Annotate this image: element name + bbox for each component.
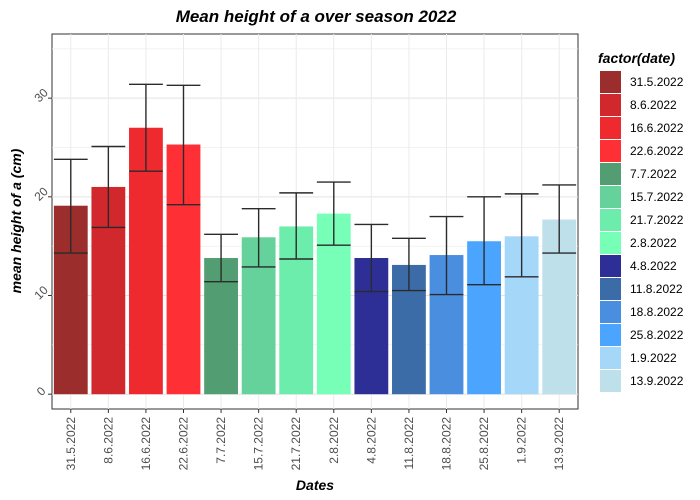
legend-swatch (600, 370, 621, 392)
error-bar (241, 207, 276, 268)
error-bar (467, 196, 501, 286)
x-tick-label: 18.8.2022 (440, 417, 454, 471)
legend-swatch (600, 140, 621, 162)
legend-swatch (600, 163, 621, 185)
error-bars (53, 83, 577, 296)
error-bar (354, 223, 389, 293)
x-axis: 31.5.2022 8.6.2022 16.6.2022 22.6.2022 7.7.2… (64, 409, 566, 470)
x-tick-label: 4.8.2022 (364, 417, 378, 464)
legend-item: 18.8.2022 (600, 301, 684, 323)
error-bar (91, 145, 126, 229)
legend-swatch (600, 324, 621, 346)
legend-item: 25.8.2022 (600, 324, 684, 346)
legend-label: 11.8.2022 (630, 282, 683, 296)
x-axis-title: Dates (296, 477, 334, 493)
bar (129, 127, 163, 395)
legend: 31.5.2022 8.6.2022 16.6.2022 22.6.2022 7.7.2… (600, 71, 684, 392)
legend-swatch (600, 301, 621, 323)
legend-label: 25.8.2022 (630, 328, 684, 342)
x-tick-label: 25.8.2022 (477, 417, 491, 471)
legend-swatch (600, 255, 621, 277)
x-tick-label: 1.9.2022 (515, 417, 529, 464)
x-tick-label: 11.8.2022 (402, 417, 416, 470)
legend-label: 18.8.2022 (630, 305, 684, 319)
legend-swatch (600, 209, 621, 231)
legend-swatch (600, 117, 621, 139)
legend-title: factor(date) (598, 50, 675, 66)
x-tick-label: 13.9.2022 (552, 417, 566, 471)
y-axis-title: mean height of a (cm) (8, 148, 24, 293)
legend-label: 13.9.2022 (630, 374, 684, 388)
x-tick-label: 21.7.2022 (289, 417, 303, 471)
error-bar (166, 84, 201, 206)
x-tick-label: 31.5.2022 (64, 417, 78, 471)
legend-item: 22.6.2022 (600, 140, 684, 162)
error-bar (542, 184, 577, 254)
error-bar (53, 158, 88, 254)
legend-label: 7.7.2022 (630, 167, 677, 181)
error-bar (504, 193, 539, 278)
x-tick-label: 8.6.2022 (101, 417, 115, 464)
error-bar (129, 83, 163, 172)
x-tick-label: 7.7.2022 (214, 417, 228, 464)
legend-item: 11.8.2022 (600, 278, 683, 300)
y-tick-label: 20 (31, 184, 51, 204)
legend-label: 22.6.2022 (630, 144, 684, 158)
error-bar (316, 181, 351, 246)
chart-title: Mean height of a over season 2022 (176, 7, 457, 26)
y-tick-label: 0 (34, 384, 49, 399)
legend-item: 1.9.2022 (600, 347, 677, 369)
legend-swatch (600, 232, 621, 254)
legend-item: 16.6.2022 (600, 117, 684, 139)
legend-item: 15.7.2022 (600, 186, 684, 208)
legend-swatch (600, 347, 621, 369)
legend-label: 2.8.2022 (630, 236, 677, 250)
y-tick-label: 10 (31, 283, 51, 303)
x-tick-label: 2.8.2022 (327, 417, 341, 464)
legend-label: 8.6.2022 (630, 98, 677, 112)
legend-swatch (600, 186, 621, 208)
legend-item: 31.5.2022 (600, 71, 684, 93)
legend-swatch (600, 278, 621, 300)
legend-label: 31.5.2022 (630, 75, 684, 89)
legend-item: 8.6.2022 (600, 94, 677, 116)
x-tick-label: 22.6.2022 (177, 417, 191, 471)
x-tick-label: 15.7.2022 (252, 417, 266, 471)
error-bar (204, 233, 238, 283)
error-bar (429, 215, 464, 296)
legend-label: 21.7.2022 (630, 213, 684, 227)
legend-label: 16.6.2022 (630, 121, 684, 135)
y-tick-label: 30 (31, 85, 51, 105)
legend-item: 2.8.2022 (600, 232, 677, 254)
error-bar (392, 237, 426, 292)
legend-label: 4.8.2022 (630, 259, 677, 273)
legend-swatch (600, 94, 621, 116)
y-axis: 0 10 20 30 (31, 85, 52, 399)
legend-item: 13.9.2022 (600, 370, 684, 392)
legend-swatch (600, 71, 621, 93)
legend-item: 4.8.2022 (600, 255, 677, 277)
error-bar (279, 192, 314, 260)
x-tick-label: 16.6.2022 (139, 417, 153, 471)
legend-label: 1.9.2022 (630, 351, 677, 365)
legend-label: 15.7.2022 (630, 190, 684, 204)
legend-item: 21.7.2022 (600, 209, 684, 231)
legend-item: 7.7.2022 (600, 163, 677, 185)
